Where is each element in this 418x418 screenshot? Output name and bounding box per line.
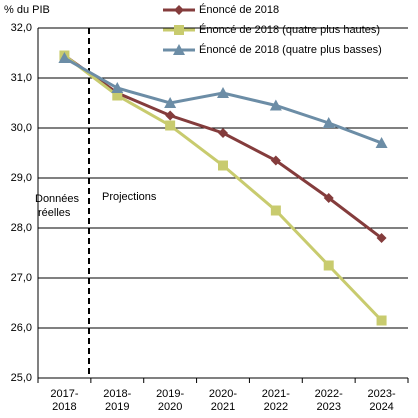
- x-tick-label: 2022: [264, 401, 288, 413]
- x-tick-label: 2022-: [315, 388, 343, 400]
- data-point: [375, 137, 388, 148]
- annotation: réelles: [38, 207, 71, 219]
- annotation: Données: [35, 193, 80, 205]
- annotation: Projections: [102, 191, 157, 203]
- data-point: [323, 260, 334, 271]
- x-tick-label: 2021-: [262, 388, 290, 400]
- x-tick-label: 2023-: [368, 388, 396, 400]
- data-point: [270, 155, 281, 166]
- legend-label: Énoncé de 2018: [199, 3, 279, 16]
- data-point: [269, 99, 282, 111]
- data-point: [165, 110, 176, 121]
- data-point: [218, 160, 228, 171]
- x-tick-label: 2018-: [103, 388, 131, 400]
- data-point: [165, 120, 176, 131]
- y-tick-label: 31,0: [11, 72, 32, 84]
- data-point: [218, 128, 228, 138]
- x-tick-label: 2019-: [156, 388, 184, 400]
- data-point: [323, 193, 334, 203]
- x-tick-label: 2023: [316, 401, 340, 413]
- y-tick-label: 30,0: [11, 122, 32, 134]
- data-point: [376, 315, 387, 326]
- x-tick-label: 2024: [369, 401, 393, 413]
- x-tick-label: 2017-: [50, 388, 78, 400]
- x-tick-label: 2020: [158, 401, 182, 413]
- legend-marker: [173, 44, 185, 55]
- legend-label: Énoncé de 2018 (quatre plus basses): [199, 43, 382, 56]
- legend-label: Énoncé de 2018 (quatre plus hautes): [199, 23, 380, 36]
- x-tick-label: 2021: [211, 401, 235, 413]
- data-point: [58, 52, 71, 63]
- y-tick-label: 28,0: [11, 222, 32, 234]
- y-tick-label: 27,0: [11, 272, 32, 284]
- series-line: [63, 54, 383, 240]
- y-tick-label: 25,0: [11, 372, 32, 384]
- data-point: [322, 117, 335, 128]
- y-axis-label: % du PIB: [4, 4, 50, 16]
- x-tick-label: 2020-: [209, 388, 237, 400]
- y-tick-label: 32,0: [11, 22, 32, 34]
- data-point: [112, 90, 123, 101]
- legend-marker: [174, 25, 184, 35]
- y-tick-label: 26,0: [11, 322, 32, 334]
- data-point: [164, 97, 177, 108]
- x-tick-label: 2018: [52, 401, 76, 413]
- x-tick-label: 2019: [105, 401, 129, 413]
- data-point: [376, 233, 387, 243]
- data-point: [217, 87, 229, 98]
- data-point: [270, 205, 281, 216]
- legend-marker: [174, 5, 184, 15]
- data-point: [111, 82, 124, 93]
- y-tick-label: 29,0: [11, 172, 32, 184]
